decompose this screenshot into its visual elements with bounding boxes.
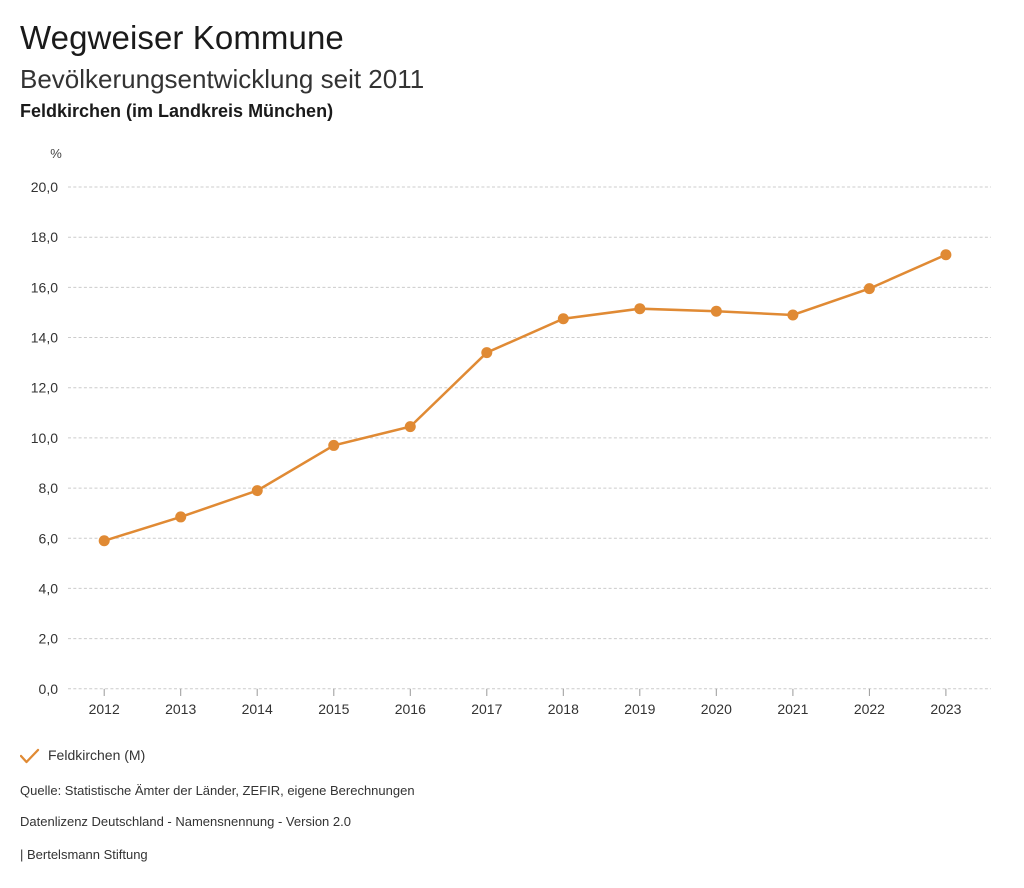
svg-text:18,0: 18,0	[31, 229, 58, 245]
svg-text:16,0: 16,0	[31, 279, 58, 295]
svg-text:6,0: 6,0	[39, 530, 59, 546]
svg-text:2022: 2022	[854, 701, 885, 717]
svg-text:2017: 2017	[471, 701, 502, 717]
svg-text:20,0: 20,0	[31, 179, 58, 195]
svg-text:8,0: 8,0	[39, 480, 59, 496]
svg-text:2,0: 2,0	[39, 631, 59, 647]
svg-text:10,0: 10,0	[31, 430, 58, 446]
svg-text:2023: 2023	[930, 701, 961, 717]
svg-text:2019: 2019	[624, 701, 655, 717]
svg-text:12,0: 12,0	[31, 380, 58, 396]
svg-text:0,0: 0,0	[39, 681, 59, 697]
svg-text:2016: 2016	[395, 701, 426, 717]
svg-text:2014: 2014	[242, 701, 273, 717]
svg-text:2018: 2018	[548, 701, 579, 717]
svg-text:14,0: 14,0	[31, 330, 58, 346]
svg-text:2020: 2020	[701, 701, 732, 717]
svg-text:4,0: 4,0	[39, 580, 59, 596]
svg-text:2012: 2012	[89, 701, 120, 717]
svg-text:2015: 2015	[318, 701, 349, 717]
svg-text:%: %	[50, 146, 62, 161]
svg-text:2021: 2021	[777, 701, 808, 717]
svg-text:2013: 2013	[165, 701, 196, 717]
